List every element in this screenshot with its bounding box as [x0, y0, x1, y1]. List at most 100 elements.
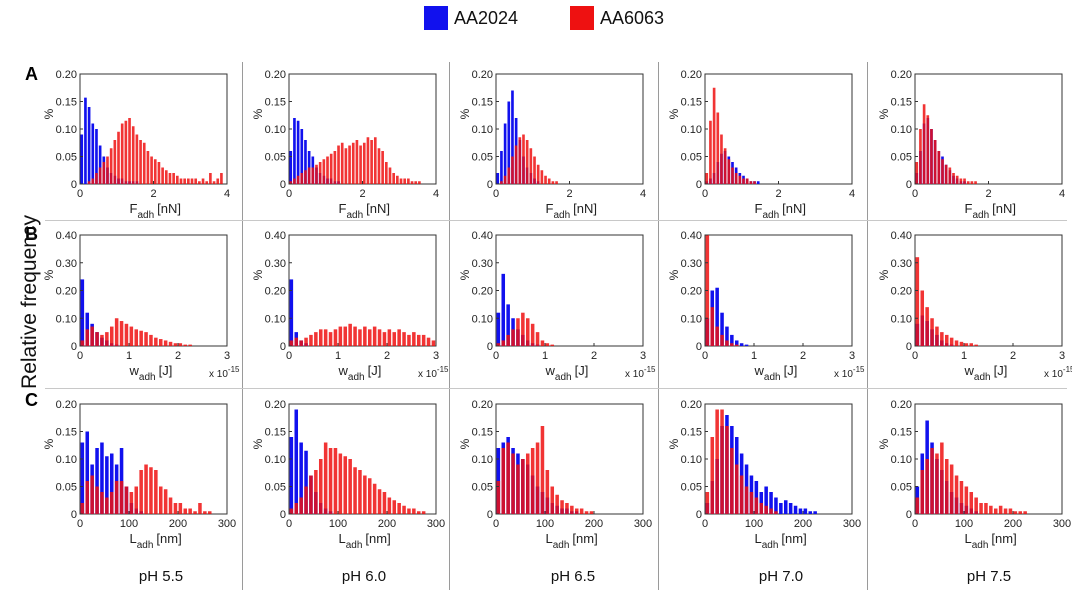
bar-aa6063 — [382, 492, 387, 514]
bar-aa2024 — [95, 448, 99, 514]
column-separator — [867, 62, 868, 590]
bar-aa2024 — [100, 442, 104, 514]
bar-aa6063 — [333, 151, 337, 184]
y-tick-label: 0 — [280, 179, 286, 191]
y-tick-label: 0 — [696, 341, 702, 353]
bar-aa6063 — [555, 181, 558, 184]
bar-aa6063 — [348, 145, 351, 184]
x-tick-label: 300 — [843, 518, 861, 530]
bar-aa6063 — [377, 148, 381, 184]
y-tick-label: 0.30 — [56, 258, 77, 270]
column-label-ph-6-5: pH 6.5 — [550, 568, 596, 585]
bar-aa6063 — [144, 464, 148, 514]
bar-aa6063 — [158, 486, 163, 514]
bar-aa2024 — [783, 500, 788, 514]
x-tick-label: 200 — [794, 518, 812, 530]
bar-aa6063 — [723, 148, 727, 184]
y-tick-label: 0.15 — [681, 97, 702, 109]
y-axis-label: % — [42, 438, 56, 449]
bar-aa6063 — [426, 337, 431, 346]
bar-aa6063 — [105, 497, 109, 514]
bar-aa6063 — [944, 334, 949, 346]
bar-aa6063 — [318, 459, 323, 514]
bar-aa6063 — [710, 437, 715, 514]
bar-aa6063 — [547, 178, 551, 184]
bar-aa6063 — [95, 332, 99, 346]
bar-aa6063 — [318, 329, 323, 346]
y-tick-label: 0.05 — [681, 482, 702, 494]
bar-aa6063 — [919, 129, 922, 184]
y-tick-label: 0 — [71, 179, 77, 191]
bar-aa2024 — [503, 123, 507, 184]
x-tick-label: 0 — [912, 350, 918, 362]
bar-aa6063 — [521, 312, 525, 346]
y-tick-label: 0 — [906, 509, 912, 521]
x-tick-label: 100 — [536, 518, 554, 530]
bar-aa6063 — [178, 503, 183, 514]
bar-aa6063 — [944, 459, 949, 514]
bar-aa6063 — [501, 448, 506, 514]
y-tick-label: 0.20 — [891, 286, 912, 298]
y-axis-label: % — [877, 438, 891, 449]
bar-aa6063 — [935, 453, 939, 514]
row-label-c: C — [25, 390, 38, 410]
bar-aa2024 — [98, 145, 102, 184]
bar-aa6063 — [774, 511, 778, 514]
bar-aa6063 — [163, 489, 168, 514]
y-tick-label: 0.20 — [472, 69, 493, 81]
y-tick-label: 0.10 — [265, 454, 286, 466]
bar-aa6063 — [90, 475, 94, 514]
bar-aa6063 — [535, 442, 540, 514]
bar-aa6063 — [173, 343, 178, 346]
x-axis-label: Ladh [nm] — [130, 531, 182, 551]
x-tick-label: 0 — [286, 350, 292, 362]
bar-aa6063 — [201, 178, 205, 184]
bar-aa6063 — [129, 326, 134, 346]
column-separator — [242, 62, 243, 590]
y-tick-label: 0.10 — [681, 313, 702, 325]
bar-aa2024 — [734, 340, 739, 346]
bar-aa6063 — [80, 340, 85, 346]
x-tick-label: 4 — [640, 188, 646, 200]
bar-aa6063 — [989, 505, 993, 514]
x-tick-label: 2 — [591, 350, 597, 362]
bar-aa6063 — [930, 318, 934, 346]
bar-aa6063 — [396, 175, 399, 184]
bar-aa6063 — [168, 341, 173, 346]
bar-aa6063 — [402, 505, 406, 514]
bar-aa6063 — [309, 475, 313, 514]
bar-aa6063 — [431, 340, 436, 346]
bar-aa6063 — [333, 329, 338, 346]
bar-aa6063 — [387, 497, 392, 514]
y-tick-label: 0.20 — [891, 399, 912, 411]
x-tick-label: 100 — [955, 518, 973, 530]
bar-aa6063 — [421, 334, 426, 346]
bar-aa6063 — [353, 467, 357, 514]
bar-aa6063 — [134, 486, 139, 514]
bar-aa6063 — [149, 467, 153, 514]
bar-aa6063 — [712, 87, 716, 184]
bar-aa6063 — [382, 332, 387, 346]
bar-aa6063 — [163, 340, 168, 346]
plot-frame — [79, 403, 228, 515]
bar-aa6063 — [984, 503, 988, 514]
bar-aa6063 — [727, 159, 731, 184]
y-tick-label: 0 — [696, 509, 702, 521]
bar-aa6063 — [134, 329, 139, 346]
bar-aa2024 — [725, 326, 729, 346]
bar-aa6063 — [326, 156, 329, 184]
bar-aa2024 — [95, 129, 98, 184]
bar-aa6063 — [550, 486, 555, 514]
bar-aa6063 — [333, 448, 338, 514]
bar-aa6063 — [1003, 508, 1008, 514]
column-separator — [658, 62, 659, 590]
bar-aa6063 — [377, 489, 382, 514]
bar-aa6063 — [373, 137, 377, 184]
y-tick-label: 0.30 — [891, 258, 912, 270]
bar-aa6063 — [734, 464, 739, 514]
bar-aa6063 — [311, 167, 315, 184]
y-tick-label: 0.40 — [472, 230, 493, 242]
bar-aa2024 — [793, 505, 798, 514]
x-tick-label: 4 — [224, 188, 230, 200]
